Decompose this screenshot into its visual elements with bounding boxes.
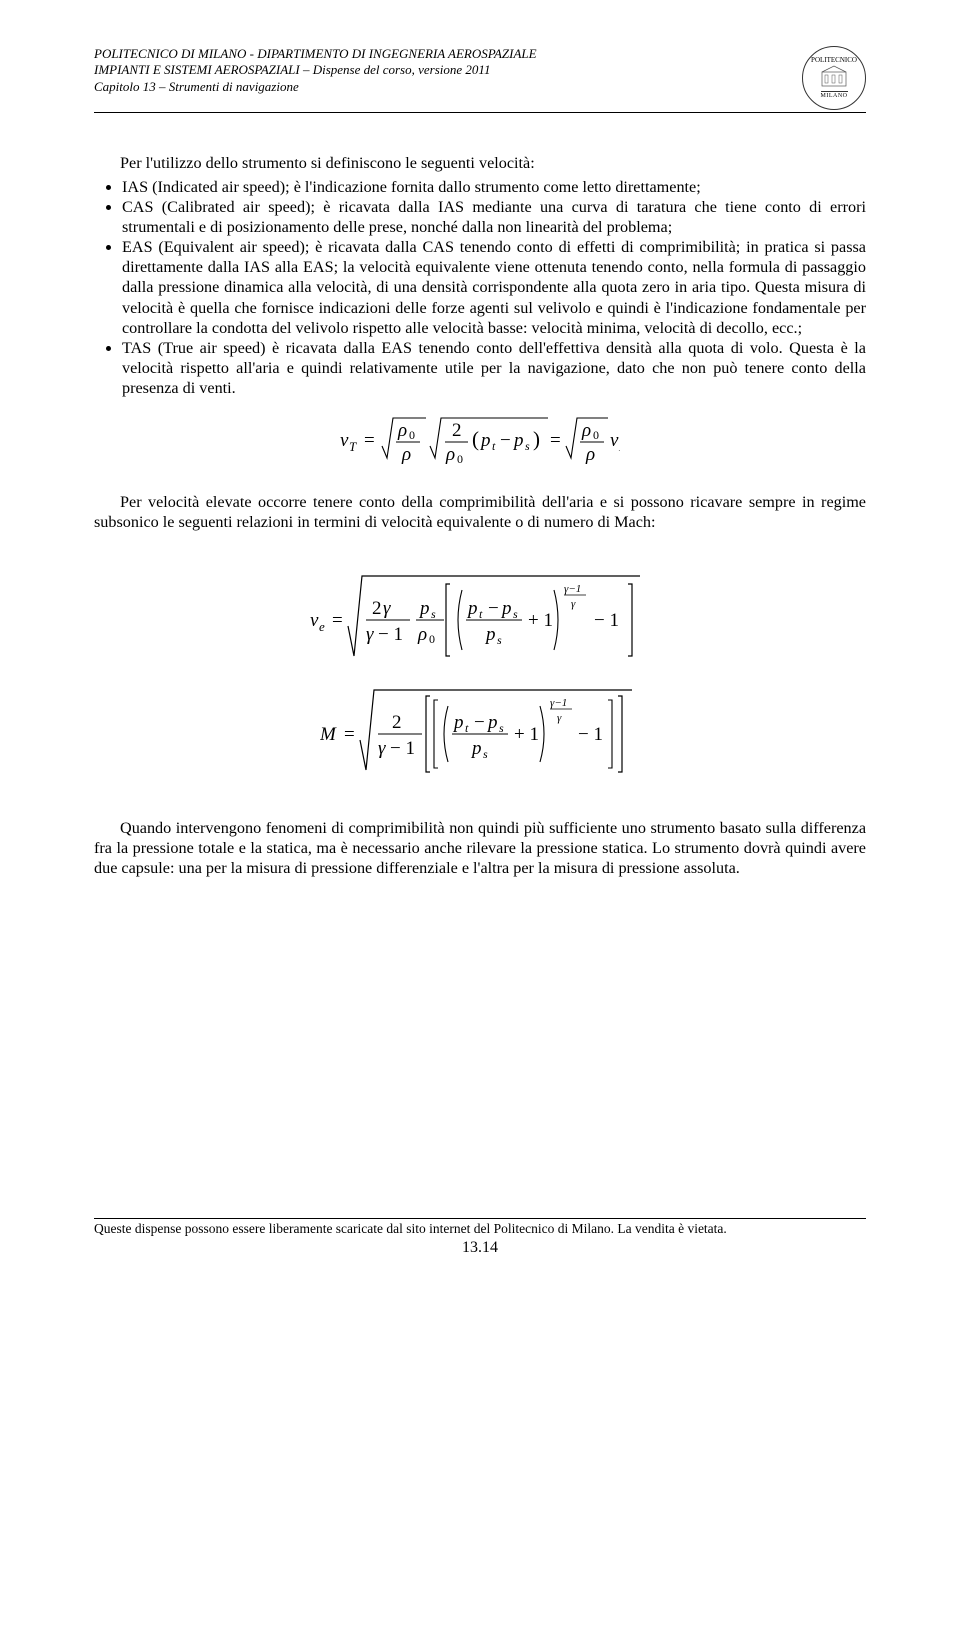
logo-text-top: POLITECNICO bbox=[811, 57, 857, 64]
svg-text:p: p bbox=[484, 624, 496, 645]
svg-text:ρ: ρ bbox=[417, 624, 427, 645]
svg-text:(: ( bbox=[472, 427, 479, 451]
svg-text:p: p bbox=[470, 738, 482, 759]
svg-text:=: = bbox=[550, 430, 561, 451]
svg-text:E: E bbox=[618, 439, 620, 454]
svg-text:s: s bbox=[513, 607, 518, 621]
svg-text:v: v bbox=[340, 430, 349, 451]
svg-text:e: e bbox=[319, 619, 325, 634]
bullet-tas: TAS (True air speed) è ricavata dalla EA… bbox=[122, 338, 866, 398]
formula-vt: vT = ρ0 ρ 2 ρ0 ( pt − ps ) bbox=[94, 406, 866, 470]
svg-text:2: 2 bbox=[392, 712, 402, 733]
svg-text:p: p bbox=[466, 598, 478, 619]
formula-ve: ve = 2γ γ − 1 ps ρ0 bbox=[94, 568, 866, 668]
svg-text:0: 0 bbox=[409, 428, 415, 442]
bullet-ias-text: IAS (Indicated air speed); è l'indicazio… bbox=[122, 178, 701, 196]
para-compressibility: Per velocità elevate occorre tenere cont… bbox=[94, 492, 866, 532]
svg-text:s: s bbox=[525, 439, 530, 453]
logo-text-bottom: MILANO bbox=[821, 91, 848, 99]
body-content: Per l'utilizzo dello strumento si defini… bbox=[94, 153, 866, 878]
svg-text:γ: γ bbox=[383, 598, 391, 619]
svg-text:+ 1: + 1 bbox=[528, 610, 553, 631]
svg-text:−: − bbox=[488, 598, 499, 619]
svg-text:M: M bbox=[320, 724, 337, 745]
bullet-cas: CAS (Calibrated air speed); è ricavata d… bbox=[122, 197, 866, 237]
formula-mach: M = 2 γ − 1 pt − ps bbox=[94, 682, 866, 782]
svg-text:ρ: ρ bbox=[397, 420, 407, 441]
svg-text:− 1: − 1 bbox=[390, 738, 415, 759]
svg-text:0: 0 bbox=[457, 452, 463, 466]
svg-text:γ: γ bbox=[557, 712, 562, 724]
header-line-3: Capitolo 13 – Strumenti di navigazione bbox=[94, 79, 537, 95]
header-text-block: POLITECNICO DI MILANO - DIPARTIMENTO DI … bbox=[94, 46, 537, 95]
svg-text:γ−1: γ−1 bbox=[564, 583, 581, 595]
svg-text:=: = bbox=[332, 610, 343, 631]
svg-text:v: v bbox=[610, 430, 619, 451]
formula-ve-svg: ve = 2γ γ − 1 ps ρ0 bbox=[310, 568, 650, 668]
svg-text:): ) bbox=[533, 427, 540, 451]
svg-text:s: s bbox=[483, 747, 488, 761]
svg-text:ρ: ρ bbox=[445, 444, 455, 465]
svg-text:−: − bbox=[500, 430, 511, 451]
header-line-1: POLITECNICO DI MILANO - DIPARTIMENTO DI … bbox=[94, 46, 537, 62]
page-footer: Queste dispense possono essere liberamen… bbox=[94, 1218, 866, 1257]
svg-text:2: 2 bbox=[452, 420, 462, 441]
svg-text:p: p bbox=[486, 712, 498, 733]
svg-text:+ 1: + 1 bbox=[514, 724, 539, 745]
page-number: 13.14 bbox=[94, 1239, 866, 1257]
svg-text:p: p bbox=[452, 712, 464, 733]
formula-vt-svg: vT = ρ0 ρ 2 ρ0 ( pt − ps ) bbox=[340, 406, 620, 470]
svg-text:2: 2 bbox=[372, 598, 382, 619]
svg-text:v: v bbox=[310, 610, 319, 631]
svg-text:p: p bbox=[512, 430, 524, 451]
bullet-eas-text: EAS (Equivalent air speed); è ricavata d… bbox=[122, 238, 866, 336]
svg-text:0: 0 bbox=[429, 632, 435, 646]
svg-text:=: = bbox=[344, 724, 355, 745]
building-icon bbox=[820, 64, 848, 88]
svg-text:ρ: ρ bbox=[401, 444, 411, 465]
svg-text:p: p bbox=[418, 598, 430, 619]
header-line-2: IMPIANTI E SISTEMI AEROSPAZIALI – Dispen… bbox=[94, 62, 537, 78]
svg-text:s: s bbox=[497, 633, 502, 647]
svg-text:− 1: − 1 bbox=[594, 610, 619, 631]
svg-text:s: s bbox=[499, 721, 504, 735]
svg-text:− 1: − 1 bbox=[578, 724, 603, 745]
svg-text:ρ: ρ bbox=[581, 420, 591, 441]
svg-text:− 1: − 1 bbox=[378, 624, 403, 645]
svg-text:t: t bbox=[479, 607, 483, 621]
polimi-logo: POLITECNICO MILANO bbox=[802, 46, 866, 110]
velocity-definitions-list: IAS (Indicated air speed); è l'indicazio… bbox=[94, 177, 866, 398]
page-header: POLITECNICO DI MILANO - DIPARTIMENTO DI … bbox=[94, 46, 866, 113]
footer-text: Queste dispense possono essere liberamen… bbox=[94, 1218, 866, 1237]
svg-text:−: − bbox=[474, 712, 485, 733]
svg-text:p: p bbox=[479, 430, 491, 451]
para-conclusion: Quando intervengono fenomeni di comprimi… bbox=[94, 818, 866, 878]
svg-text:=: = bbox=[364, 430, 375, 451]
bullet-cas-text: CAS (Calibrated air speed); è ricavata d… bbox=[122, 198, 866, 236]
bullet-tas-text: TAS (True air speed) è ricavata dalla EA… bbox=[122, 339, 866, 397]
svg-text:s: s bbox=[431, 607, 436, 621]
svg-text:γ: γ bbox=[378, 738, 386, 759]
svg-text:t: t bbox=[465, 721, 469, 735]
svg-text:T: T bbox=[349, 439, 357, 454]
svg-text:γ: γ bbox=[571, 598, 576, 610]
svg-text:γ−1: γ−1 bbox=[550, 697, 567, 709]
svg-text:t: t bbox=[492, 439, 496, 453]
svg-text:0: 0 bbox=[593, 428, 599, 442]
intro-paragraph: Per l'utilizzo dello strumento si defini… bbox=[94, 153, 866, 173]
svg-text:ρ: ρ bbox=[585, 444, 595, 465]
bullet-eas: EAS (Equivalent air speed); è ricavata d… bbox=[122, 237, 866, 337]
svg-text:p: p bbox=[500, 598, 512, 619]
svg-text:γ: γ bbox=[366, 624, 374, 645]
formula-mach-svg: M = 2 γ − 1 pt − ps bbox=[320, 682, 640, 782]
bullet-ias: IAS (Indicated air speed); è l'indicazio… bbox=[122, 177, 866, 197]
